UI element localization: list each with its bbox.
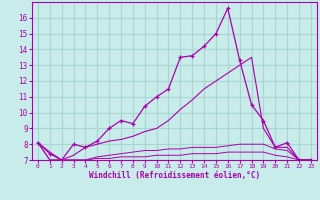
X-axis label: Windchill (Refroidissement éolien,°C): Windchill (Refroidissement éolien,°C) — [89, 171, 260, 180]
